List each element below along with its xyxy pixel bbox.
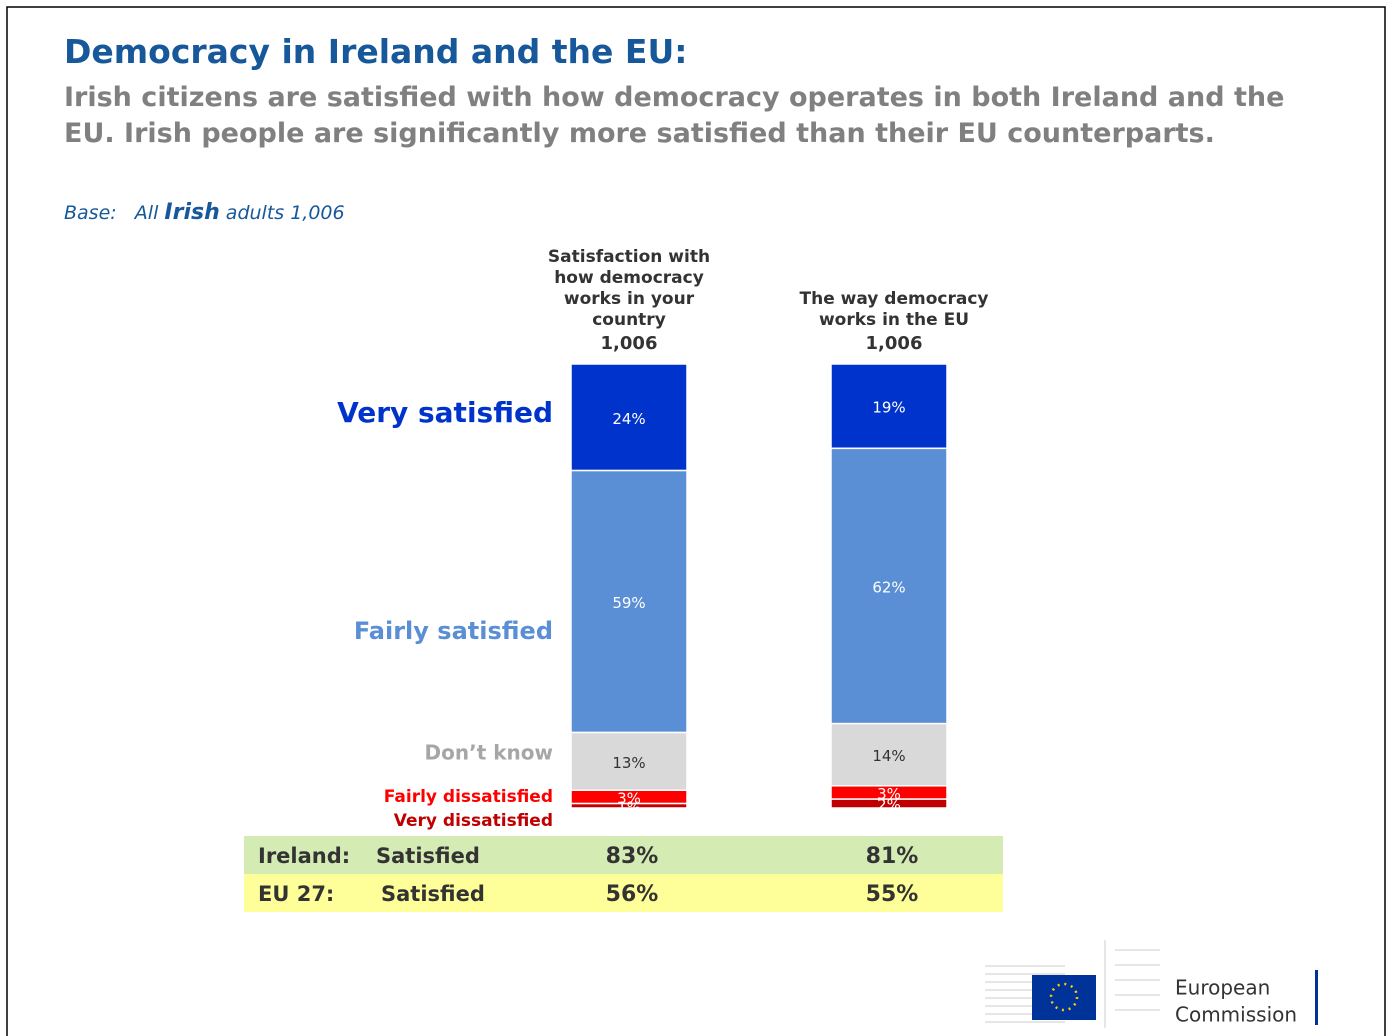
base-text: All [134, 202, 159, 224]
value-label: 24% [612, 410, 645, 428]
summary-label: Satisfied [381, 882, 485, 906]
base-text: adults 1,006 [225, 202, 345, 224]
summary-value: 55% [866, 882, 919, 907]
value-label: 19% [872, 399, 905, 417]
column-header: The way democracy works in the EU 1,006 [789, 289, 999, 354]
summary-row [244, 836, 1003, 874]
summary-row [244, 874, 1003, 912]
value-label: 59% [612, 594, 645, 612]
summary-label: Satisfied [376, 844, 480, 868]
bar-segment [830, 722, 948, 787]
base-label: Base: [64, 202, 117, 224]
logo-text: European [1175, 976, 1270, 1000]
summary-value: 56% [606, 882, 659, 907]
bar-segment [830, 447, 948, 725]
base-note: Base: All Irish adults 1,006 [64, 200, 345, 225]
value-label: 62% [872, 579, 905, 597]
value-label: 2% [877, 796, 901, 814]
subtitle: Irish citizens are satisfied with how de… [64, 82, 1285, 149]
category-base: 1,006 [600, 333, 658, 354]
bar-segment [570, 363, 688, 472]
summary-value: 83% [606, 844, 659, 869]
value-label: 14% [872, 747, 905, 765]
logo: European Commission [985, 940, 1318, 1028]
summary-region: Ireland: [258, 844, 350, 868]
logo-text: Commission [1175, 1003, 1297, 1027]
category: Satisfaction with how democracy works in… [547, 247, 711, 330]
category-base: 1,006 [865, 333, 923, 354]
bar-segment [570, 469, 688, 734]
bar-segment [570, 731, 688, 791]
column-header: Satisfaction with how democracy works in… [529, 247, 729, 354]
title: Democracy in Ireland and the EU: [64, 32, 688, 71]
legend-label: Fairly satisfied [354, 617, 553, 645]
value-label: 1% [617, 798, 641, 816]
category: The way democracy works in the EU [799, 289, 989, 330]
legend-label: Very dissatisfied [394, 811, 553, 831]
bar-segment [570, 802, 688, 809]
summary-region: EU 27: [258, 882, 334, 906]
legend-label: Very satisfied [337, 396, 553, 429]
legend-label: Fairly dissatisfied [384, 787, 553, 807]
base-emphasis: Irish [164, 200, 220, 225]
legend-label: Don’t know [425, 741, 553, 765]
summary-value: 81% [866, 844, 919, 869]
frame [6, 6, 1386, 1036]
bar-segment [830, 798, 948, 809]
value-label: 13% [612, 754, 645, 772]
